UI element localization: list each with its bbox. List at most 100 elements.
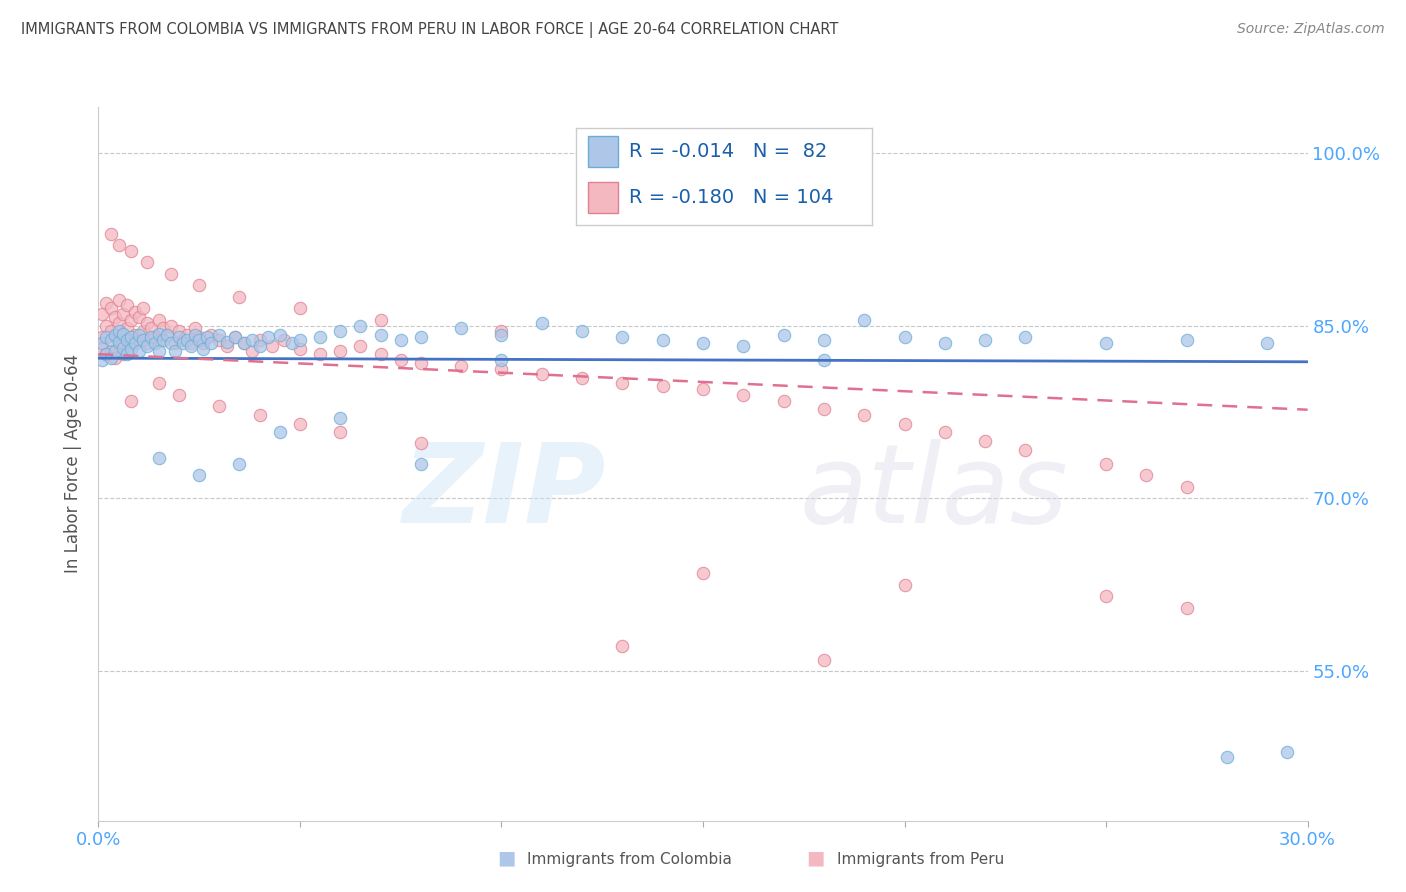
Point (893, 330, 915, 344)
Point (124, 305, 146, 319)
Point (96, 295, 118, 310)
Point (491, 325, 513, 339)
Text: ■: ■ (806, 848, 825, 867)
Point (232, 336, 254, 351)
Point (103, 327, 125, 342)
Point (612, 639, 634, 653)
Point (135, 339, 157, 353)
Point (172, 333, 194, 347)
Point (389, 333, 412, 347)
Point (111, 341, 134, 355)
Point (409, 436, 432, 450)
Point (107, 334, 129, 349)
Point (309, 347, 332, 361)
Point (91, 353, 114, 368)
Point (974, 434, 997, 448)
Point (135, 317, 157, 331)
Point (156, 327, 179, 342)
Point (853, 313, 876, 327)
Point (176, 333, 198, 347)
Point (217, 339, 239, 353)
Text: R = -0.014   N =  82: R = -0.014 N = 82 (630, 142, 828, 161)
Point (208, 333, 231, 347)
Point (288, 417, 311, 431)
Point (111, 347, 134, 361)
Point (228, 457, 250, 471)
Point (370, 327, 392, 342)
FancyBboxPatch shape (588, 136, 617, 167)
Point (120, 330, 142, 344)
Point (409, 457, 432, 471)
Text: R = -0.180   N = 104: R = -0.180 N = 104 (630, 188, 834, 207)
Point (1095, 589, 1118, 603)
Point (152, 321, 174, 335)
Point (91, 336, 114, 351)
Point (120, 244, 142, 258)
Point (115, 347, 138, 361)
Point (124, 336, 146, 351)
Point (853, 409, 876, 423)
Point (148, 313, 170, 327)
Point (135, 336, 157, 351)
Point (91, 307, 114, 321)
Point (193, 342, 215, 356)
Point (208, 399, 231, 413)
Point (176, 327, 198, 342)
Point (132, 325, 155, 339)
Point (132, 333, 155, 347)
Point (571, 325, 593, 339)
Point (107, 325, 129, 339)
Point (1175, 600, 1198, 615)
Point (167, 388, 190, 402)
Point (224, 330, 246, 344)
Point (813, 652, 835, 666)
Point (260, 339, 283, 353)
Point (111, 327, 134, 342)
Point (167, 330, 190, 344)
Point (128, 333, 150, 347)
Point (188, 278, 211, 293)
Point (329, 425, 352, 439)
Point (329, 410, 352, 425)
Text: ■: ■ (496, 848, 516, 867)
Point (184, 327, 207, 342)
Point (188, 333, 211, 347)
Point (103, 330, 125, 344)
Point (309, 330, 332, 344)
Point (111, 326, 134, 341)
Point (224, 330, 246, 344)
Point (217, 334, 239, 349)
Point (180, 339, 202, 353)
Point (491, 362, 513, 376)
Point (612, 376, 634, 391)
Point (200, 327, 222, 342)
Point (491, 327, 513, 342)
Point (530, 367, 553, 381)
Point (100, 325, 122, 339)
Point (100, 351, 122, 365)
Point (115, 333, 138, 347)
Point (370, 313, 392, 327)
Point (100, 301, 122, 316)
Point (135, 255, 157, 269)
Point (188, 330, 211, 344)
Point (772, 393, 794, 408)
Point (281, 336, 304, 351)
Point (195, 330, 218, 344)
Point (100, 333, 122, 347)
Point (273, 333, 295, 347)
Point (733, 388, 755, 402)
Point (1135, 468, 1157, 483)
Point (96, 347, 118, 361)
Point (1175, 480, 1198, 494)
Point (128, 344, 150, 359)
Point (115, 321, 138, 335)
Point (160, 336, 183, 351)
Point (232, 336, 254, 351)
Point (491, 353, 513, 368)
Y-axis label: In Labor Force | Age 20-64: In Labor Force | Age 20-64 (65, 354, 83, 574)
Point (934, 425, 956, 439)
Point (571, 370, 593, 384)
Point (249, 339, 271, 353)
Point (893, 577, 915, 591)
